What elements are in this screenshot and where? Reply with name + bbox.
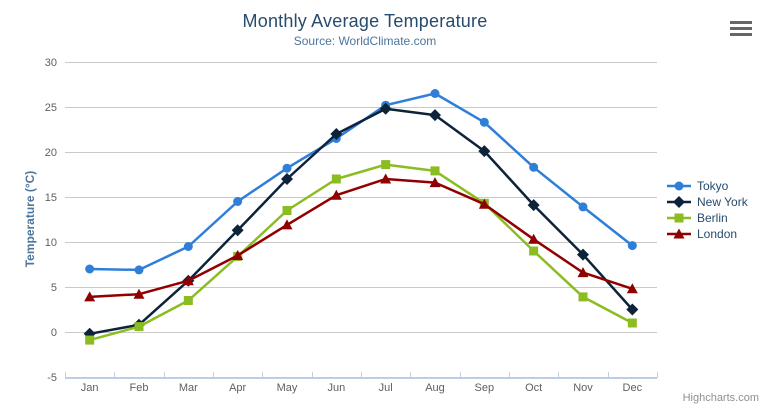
series-london[interactable]: [84, 173, 638, 302]
data-point[interactable]: [673, 196, 685, 208]
data-point[interactable]: [330, 128, 343, 140]
triangle-legend-marker-icon: [667, 228, 691, 239]
x-tick-label: Aug: [425, 382, 445, 394]
data-point[interactable]: [183, 242, 193, 251]
series-line[interactable]: [88, 107, 634, 336]
data-point[interactable]: [330, 189, 342, 200]
data-point[interactable]: [381, 160, 391, 170]
y-tick-label: 15: [45, 192, 57, 204]
data-point[interactable]: [478, 198, 490, 209]
series-line[interactable]: [88, 163, 634, 342]
x-tick-label: Jun: [327, 382, 345, 394]
data-point[interactable]: [577, 267, 589, 278]
hamburger-icon[interactable]: [730, 21, 752, 39]
data-point[interactable]: [577, 248, 589, 261]
x-tick-label: Jul: [379, 382, 393, 394]
legend-label: London: [697, 227, 738, 241]
data-point[interactable]: [429, 109, 441, 122]
data-point[interactable]: [133, 288, 145, 299]
data-point[interactable]: [85, 264, 95, 274]
y-tick-label: 0: [51, 327, 57, 339]
legend-item-new-york[interactable]: New York: [666, 194, 748, 210]
series-line[interactable]: [88, 92, 634, 272]
x-tick-label: Mar: [179, 382, 198, 394]
chart-subtitle: Source: WorldClimate.com: [293, 34, 437, 48]
x-tick-label: Dec: [623, 382, 643, 394]
data-point[interactable]: [182, 275, 194, 286]
y-tick-label: 30: [45, 57, 57, 69]
x-tick-label: Nov: [573, 382, 593, 394]
diamond-legend-marker-icon: [667, 196, 691, 208]
data-point[interactable]: [478, 145, 491, 158]
data-point[interactable]: [84, 291, 96, 302]
data-point[interactable]: [674, 213, 684, 223]
data-point[interactable]: [281, 219, 293, 230]
legend-label: Tokyo: [697, 179, 729, 193]
circle-legend-marker-icon: [667, 181, 691, 191]
series-line[interactable]: [88, 177, 634, 299]
data-point[interactable]: [380, 173, 392, 184]
data-point[interactable]: [134, 265, 144, 275]
chart-title: Monthly Average Temperature: [242, 11, 488, 31]
data-point[interactable]: [232, 250, 244, 260]
legend-label: Berlin: [697, 211, 728, 225]
x-tick-label: Jan: [81, 382, 99, 394]
data-point[interactable]: [379, 102, 392, 115]
y-tick-label: 20: [45, 147, 57, 159]
data-point[interactable]: [627, 241, 637, 251]
data-point[interactable]: [626, 283, 638, 294]
data-point[interactable]: [529, 162, 539, 172]
legend-item-tokyo[interactable]: Tokyo: [666, 178, 748, 194]
square-legend-marker-icon: [667, 213, 691, 223]
legend: Tokyo New York Berlin London: [666, 178, 748, 242]
data-point[interactable]: [673, 228, 685, 239]
data-point[interactable]: [529, 246, 539, 256]
data-point[interactable]: [281, 173, 293, 185]
data-point[interactable]: [430, 166, 440, 176]
data-point[interactable]: [134, 322, 144, 332]
series-tokyo[interactable]: [85, 89, 637, 275]
data-point[interactable]: [578, 292, 588, 302]
data-point[interactable]: [674, 181, 684, 191]
data-point[interactable]: [429, 177, 441, 188]
data-point[interactable]: [430, 89, 440, 98]
x-tick-label: May: [277, 382, 298, 394]
data-point[interactable]: [183, 296, 193, 305]
data-point[interactable]: [479, 117, 489, 127]
legend-label: New York: [697, 195, 748, 209]
data-point[interactable]: [85, 335, 95, 345]
data-point[interactable]: [528, 233, 540, 244]
data-point[interactable]: [331, 174, 341, 184]
data-point[interactable]: [626, 303, 639, 316]
legend-item-berlin[interactable]: Berlin: [666, 210, 748, 226]
x-tick-label: Oct: [525, 382, 542, 394]
y-tick-label: 10: [45, 237, 57, 249]
data-point[interactable]: [282, 163, 292, 173]
x-tick-label: Feb: [130, 382, 149, 394]
data-point[interactable]: [627, 318, 637, 328]
y-axis-title: Temperature (°C): [23, 170, 37, 268]
series-new-york[interactable]: [83, 102, 639, 340]
credits-link[interactable]: Highcharts.com: [682, 392, 759, 404]
y-tick-label: 25: [45, 102, 57, 114]
y-tick-label: -5: [47, 372, 57, 384]
data-point[interactable]: [527, 199, 540, 212]
data-point[interactable]: [282, 206, 292, 215]
y-tick-label: 5: [51, 282, 57, 294]
x-tick-label: Sep: [475, 382, 495, 394]
legend-item-london[interactable]: London: [666, 226, 748, 242]
data-point[interactable]: [233, 197, 243, 206]
data-point[interactable]: [231, 224, 244, 237]
data-point[interactable]: [578, 202, 588, 212]
x-tick-label: Apr: [229, 382, 246, 394]
